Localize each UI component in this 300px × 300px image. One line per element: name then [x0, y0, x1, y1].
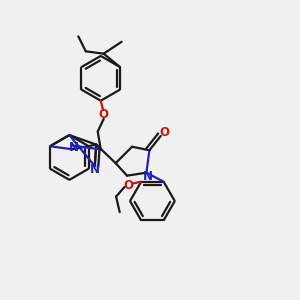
Text: O: O: [160, 127, 170, 140]
Text: N: N: [142, 170, 153, 183]
Text: N: N: [90, 163, 100, 176]
Text: O: O: [99, 108, 109, 121]
Text: O: O: [124, 179, 134, 192]
Text: N: N: [69, 141, 79, 154]
